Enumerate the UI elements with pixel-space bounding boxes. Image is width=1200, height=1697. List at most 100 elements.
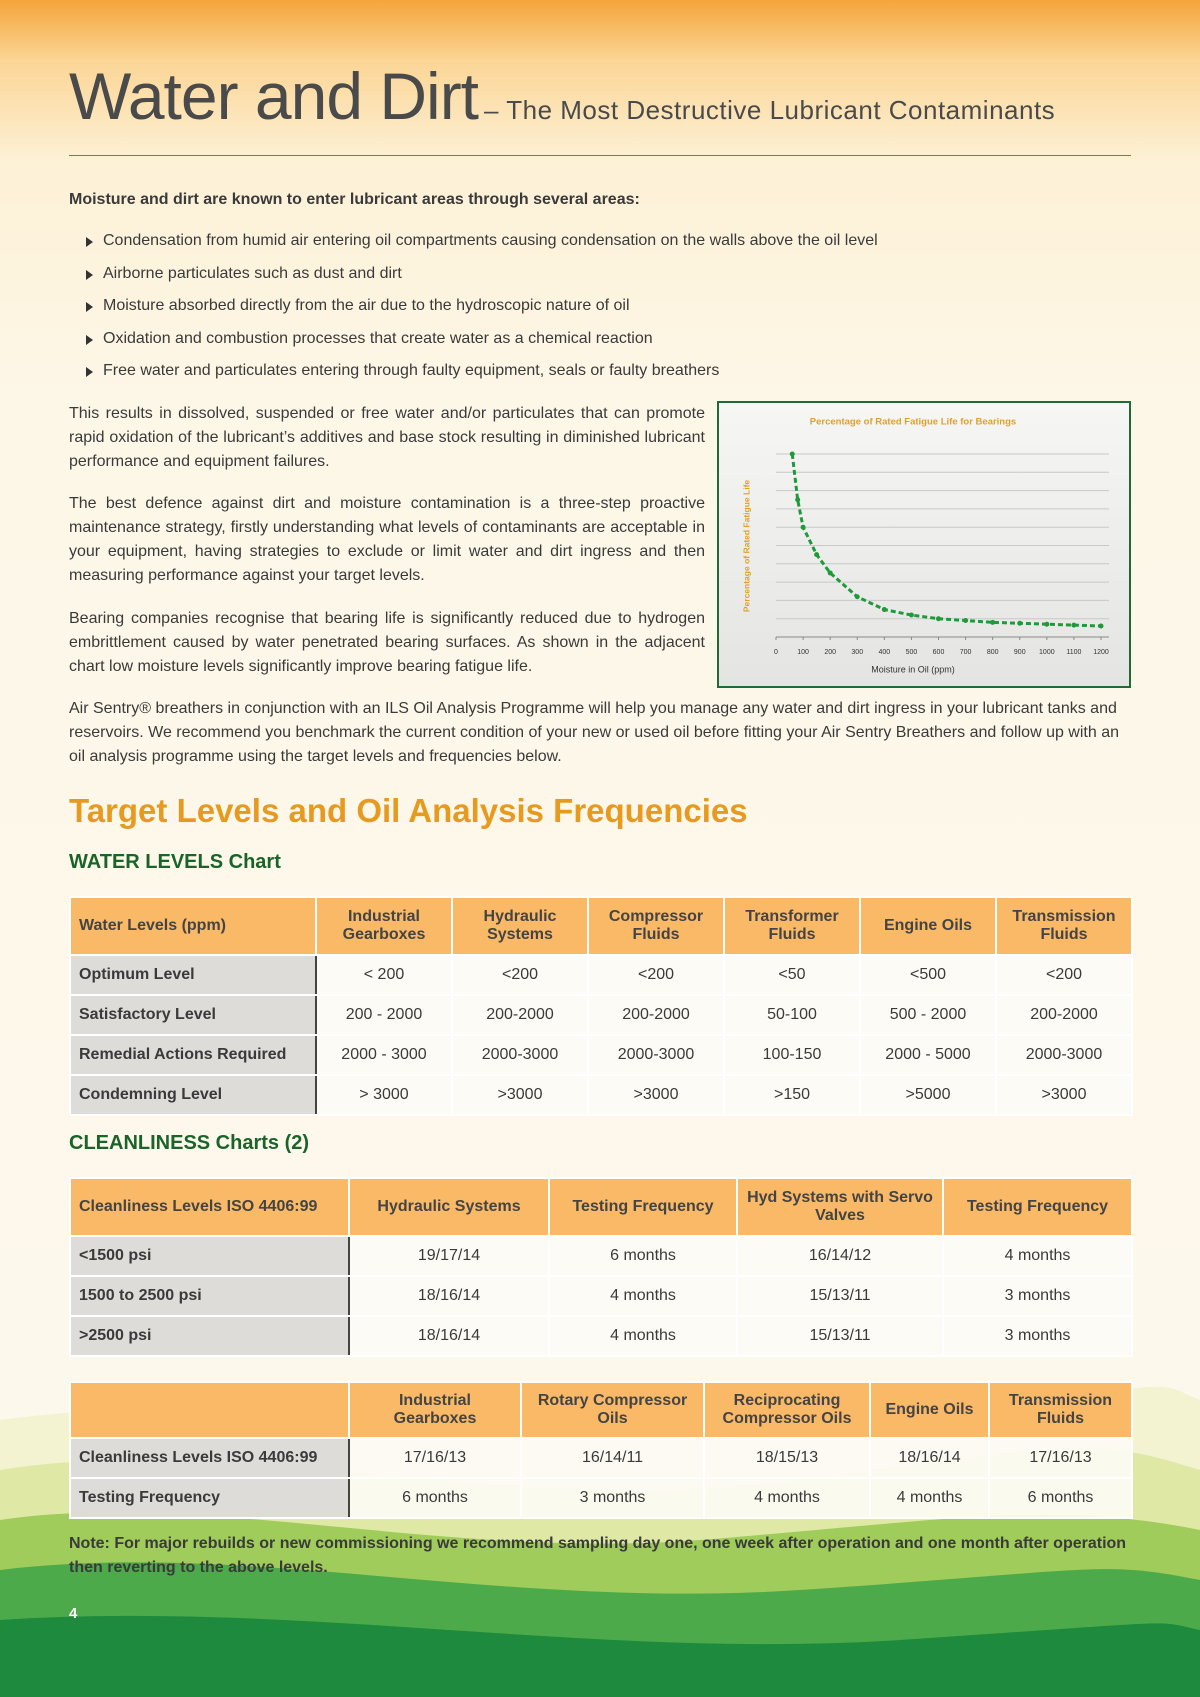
cell: 3 months: [520, 1477, 705, 1519]
row-label: >2500 psi: [69, 1315, 350, 1357]
header-cell: Transformer Fluids: [723, 896, 861, 956]
x-tick-label: 1100: [1066, 649, 1081, 656]
data-point: [963, 618, 969, 624]
cell: <200: [451, 954, 589, 996]
rule: [69, 155, 1131, 156]
header-cell: Hydraulic Systems: [451, 896, 589, 956]
bullet-list: Condensation from humid air entering oil…: [86, 232, 878, 395]
table: Cleanliness Levels ISO 4406:99 Hydraulic …: [69, 1177, 1133, 1357]
row-label: Condemning Level: [69, 1074, 317, 1116]
cell: <200: [587, 954, 725, 996]
cell: 3 months: [942, 1275, 1133, 1317]
x-tick-label: 0: [774, 649, 778, 656]
cell: <50: [723, 954, 861, 996]
bullet: Oxidation and combustion processes that …: [86, 330, 878, 363]
note: Note: For major rebuilds or new commissi…: [69, 1535, 1127, 1576]
row: Optimum Level < 200 <200 <200 <50 <500 <200: [69, 954, 1133, 996]
row-label: Optimum Level: [69, 954, 317, 996]
row-label: Testing Frequency: [69, 1477, 350, 1519]
header-row: Cleanliness Levels ISO 4406:99 Hydraulic …: [69, 1177, 1133, 1237]
header-cell: Compressor Fluids: [587, 896, 725, 956]
data-point: [827, 570, 833, 576]
data-point: [990, 619, 996, 625]
data-point: [1017, 620, 1023, 626]
paragraph: This results in dissolved, suspended or …: [69, 405, 705, 470]
cell: <500: [859, 954, 997, 996]
cell: 2000-3000: [587, 1034, 725, 1076]
x-tick-label: 500: [906, 649, 918, 656]
cell: 18/16/14: [348, 1275, 550, 1317]
chart-box: Percentage of Rated Fatigue Life for Bea…: [717, 401, 1131, 688]
data-point: [1044, 621, 1050, 627]
x-tick-label: 900: [1014, 649, 1026, 656]
header-cell: Rotary Compressor Oils: [520, 1381, 705, 1439]
row: Cleanliness Levels ISO 4406:99 17/16/13 16…: [69, 1437, 1133, 1479]
table: Water Levels (ppm) Industrial Gearboxes Hy…: [69, 896, 1133, 1116]
row-label: 1500 to 2500 psi: [69, 1275, 350, 1317]
header-cell: Hyd Systems with Servo Valves: [736, 1177, 944, 1237]
header-cell: Industrial Gearboxes: [348, 1381, 522, 1439]
cell: < 200: [315, 954, 453, 996]
header-cell: Engine Oils: [859, 896, 997, 956]
bullet: Condensation from humid air entering oil…: [86, 232, 878, 265]
paragraph: Bearing companies recognise that bearing…: [69, 610, 705, 675]
page-number: 4: [69, 1605, 78, 1622]
header-cell: [69, 1381, 350, 1439]
cell: 18/16/14: [348, 1315, 550, 1357]
bullet: Moisture absorbed directly from the air …: [86, 297, 878, 330]
x-tick-label: 800: [987, 649, 999, 656]
row-label: Satisfactory Level: [69, 994, 317, 1036]
data-point: [908, 612, 914, 618]
cell: >5000: [859, 1074, 997, 1116]
data-point: [814, 552, 820, 558]
data-point: [800, 524, 806, 530]
cell: 500 - 2000: [859, 994, 997, 1036]
cell: 4 months: [942, 1235, 1133, 1277]
header-cell: Testing Frequency: [942, 1177, 1133, 1237]
data-line: [790, 453, 1102, 628]
header-cell: Reciprocating Compressor Oils: [703, 1381, 871, 1439]
cell: 15/13/11: [736, 1315, 944, 1357]
y-axis-label: Percentage of Rated Fatigue Life: [741, 480, 751, 613]
cell: >150: [723, 1074, 861, 1116]
x-tick-label: 700: [960, 649, 972, 656]
data-point: [1071, 622, 1077, 628]
cell: 2000 - 5000: [859, 1034, 997, 1076]
row-label: <1500 psi: [69, 1235, 350, 1277]
cell: <200: [995, 954, 1133, 996]
data-point: [854, 594, 860, 600]
x-axis-label: Moisture in Oil (ppm): [871, 664, 955, 674]
section-title: Target Levels and Oil Analysis Frequenci…: [69, 792, 748, 829]
cell: >3000: [451, 1074, 589, 1116]
header-row: Industrial Gearboxes Rotary Compressor Oi…: [69, 1381, 1133, 1439]
cell: 50-100: [723, 994, 861, 1036]
cell: 17/16/13: [988, 1437, 1133, 1479]
x-tick-label: 100: [797, 649, 809, 656]
bullet: Free water and particulates entering thr…: [86, 362, 878, 395]
x-tick-label: 400: [878, 649, 890, 656]
cell: 6 months: [988, 1477, 1133, 1519]
subtitle: – The Most Destructive Lubricant Contami…: [484, 95, 1056, 125]
cell: >3000: [995, 1074, 1133, 1116]
data-point: [936, 616, 941, 622]
header-cell: Industrial Gearboxes: [315, 896, 453, 956]
chart: Percentage of Rated Fatigue Life for Bea…: [741, 417, 1109, 674]
subheading: CLEANLINESS Charts (2): [69, 1132, 310, 1154]
chart-title: Percentage of Rated Fatigue Life for Bea…: [810, 417, 1016, 428]
row: Testing Frequency 6 months 3 months 4 month…: [69, 1477, 1133, 1519]
cell: 15/13/11: [736, 1275, 944, 1317]
cell: 16/14/11: [520, 1437, 705, 1479]
x-tick-label: 1000: [1039, 649, 1055, 656]
header-cell: Transmission Fluids: [995, 896, 1133, 956]
header-cell: Testing Frequency: [548, 1177, 738, 1237]
row: >2500 psi 18/16/14 4 months 15/13/11 3 month…: [69, 1315, 1133, 1357]
row: Remedial Actions Required 2000 - 3000 2000…: [69, 1034, 1133, 1076]
data-point: [789, 451, 795, 457]
row: Satisfactory Level 200 - 2000 200-2000 200-…: [69, 994, 1133, 1036]
cell: 200-2000: [451, 994, 589, 1036]
cell: 200 - 2000: [315, 994, 453, 1036]
title: Water and Dirt – The Most Destructive Lub…: [69, 58, 1055, 134]
cell: 18/15/13: [703, 1437, 871, 1479]
x-tick-label: 200: [824, 649, 836, 656]
